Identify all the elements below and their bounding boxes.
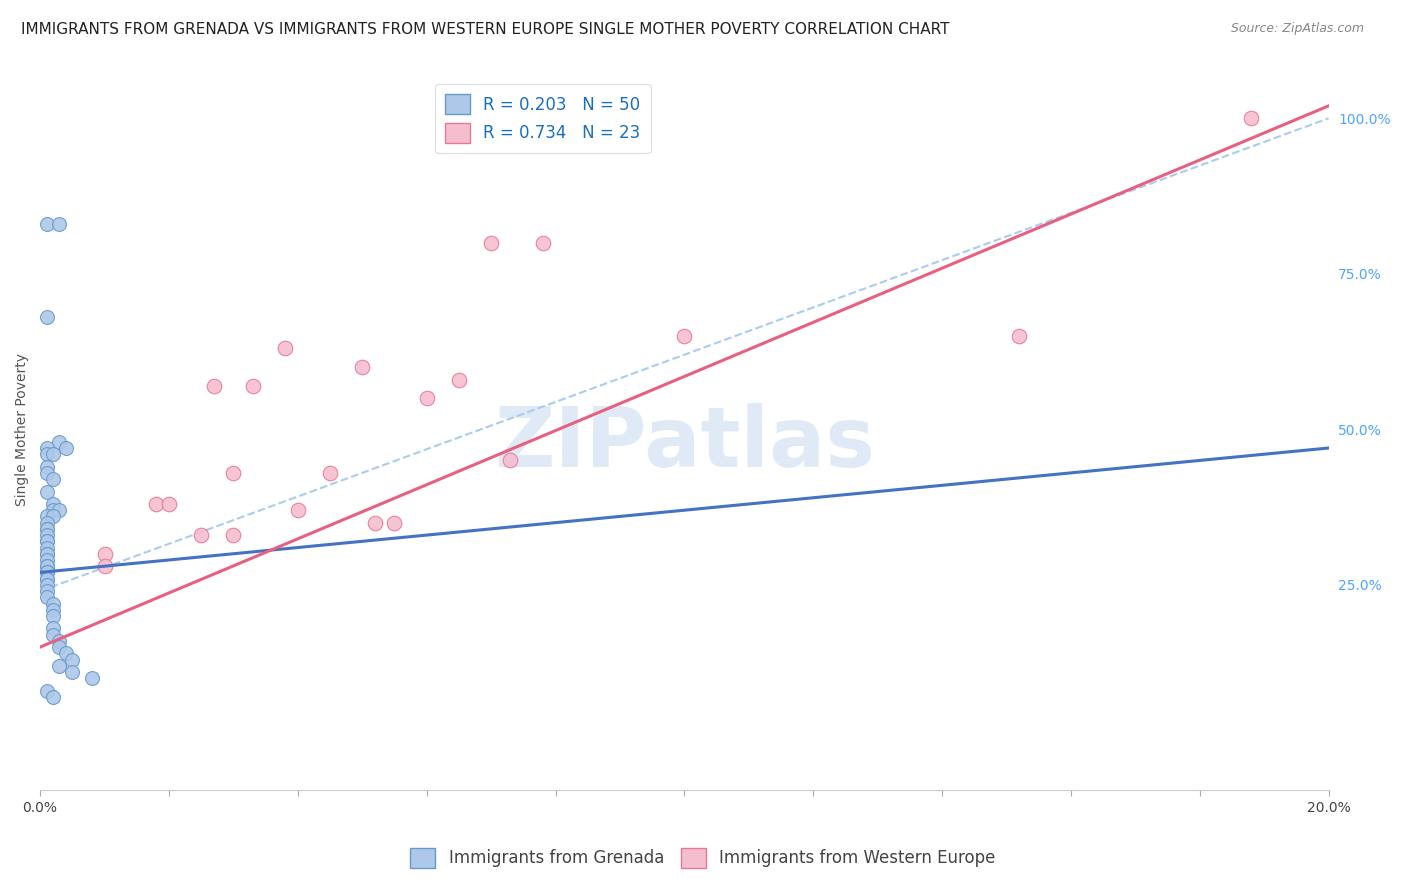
Legend: R = 0.203   N = 50, R = 0.734   N = 23: R = 0.203 N = 50, R = 0.734 N = 23 [434, 84, 651, 153]
Point [48, 640, 70, 654]
Point [35, 522, 58, 536]
Point [42, 509, 65, 524]
Point [42, 472, 65, 486]
Point [35, 447, 58, 461]
Point [35, 559, 58, 574]
Point [364, 516, 387, 530]
Text: Source: ZipAtlas.com: Source: ZipAtlas.com [1230, 22, 1364, 36]
Point [35, 484, 58, 499]
Point [55, 646, 77, 660]
Point [48, 217, 70, 231]
Point [93, 547, 115, 561]
Point [35, 541, 58, 555]
Point [35, 572, 58, 586]
Point [35, 217, 58, 231]
Point [42, 503, 65, 517]
Point [145, 497, 167, 511]
Point [35, 559, 58, 574]
Point [35, 584, 58, 599]
Point [35, 578, 58, 592]
Point [35, 509, 58, 524]
Point [35, 547, 58, 561]
Point [42, 497, 65, 511]
Point [42, 609, 65, 624]
Point [222, 528, 245, 542]
Point [35, 553, 58, 567]
Point [531, 235, 554, 250]
Y-axis label: Single Mother Poverty: Single Mother Poverty [15, 353, 30, 506]
Point [48, 503, 70, 517]
Point [42, 597, 65, 611]
Point [352, 360, 374, 375]
Point [48, 434, 70, 449]
Point [499, 453, 522, 467]
Point [447, 373, 470, 387]
Point [319, 466, 342, 480]
Point [35, 466, 58, 480]
Text: ZIPatlas: ZIPatlas [494, 403, 875, 484]
Point [35, 683, 58, 698]
Point [60, 652, 83, 666]
Point [157, 497, 180, 511]
Point [673, 329, 696, 343]
Point [48, 658, 70, 673]
Point [42, 447, 65, 461]
Point [48, 633, 70, 648]
Point [35, 534, 58, 549]
Point [35, 310, 58, 325]
Point [242, 378, 264, 392]
Point [55, 441, 77, 455]
Point [384, 516, 406, 530]
Point [93, 559, 115, 574]
Point [479, 235, 502, 250]
Legend: Immigrants from Grenada, Immigrants from Western Europe: Immigrants from Grenada, Immigrants from… [404, 841, 1002, 875]
Point [42, 627, 65, 641]
Point [42, 621, 65, 635]
Point [35, 441, 58, 455]
Point [415, 391, 437, 405]
Point [35, 522, 58, 536]
Point [35, 566, 58, 580]
Point [42, 603, 65, 617]
Point [1240, 112, 1263, 126]
Point [1008, 329, 1031, 343]
Point [190, 528, 212, 542]
Point [35, 528, 58, 542]
Point [35, 459, 58, 474]
Text: IMMIGRANTS FROM GRENADA VS IMMIGRANTS FROM WESTERN EUROPE SINGLE MOTHER POVERTY : IMMIGRANTS FROM GRENADA VS IMMIGRANTS FR… [21, 22, 949, 37]
Point [287, 503, 309, 517]
Point [60, 665, 83, 679]
Point [35, 572, 58, 586]
Point [35, 534, 58, 549]
Point [42, 690, 65, 704]
Point [35, 591, 58, 605]
Point [35, 566, 58, 580]
Point [202, 378, 225, 392]
Point [80, 671, 103, 685]
Point [35, 516, 58, 530]
Point [35, 547, 58, 561]
Point [222, 466, 245, 480]
Point [274, 342, 297, 356]
